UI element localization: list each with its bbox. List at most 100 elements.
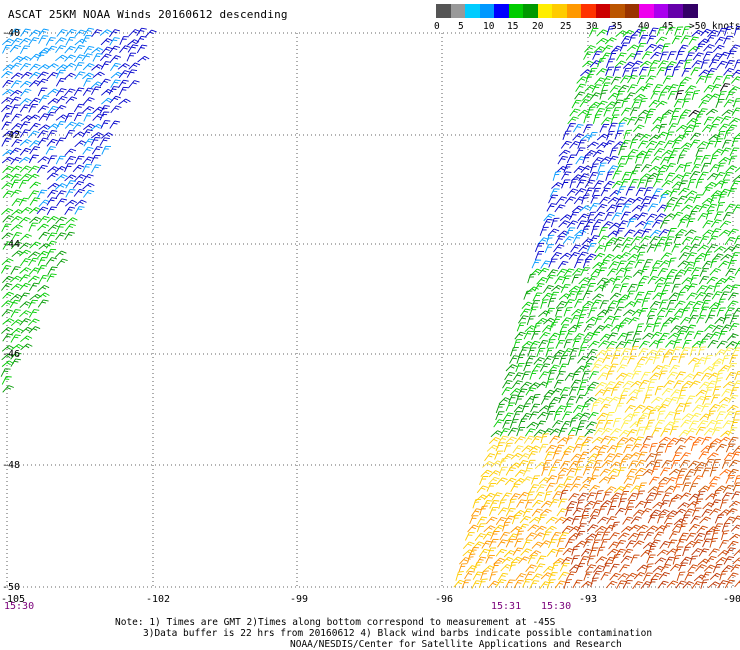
wind-barb — [19, 282, 31, 291]
wind-barb — [564, 330, 575, 340]
wind-barb — [589, 235, 600, 244]
wind-barb — [480, 570, 489, 581]
wind-barb — [603, 347, 614, 356]
wind-barb — [543, 491, 553, 501]
wind-barb — [673, 98, 684, 108]
wind-barb — [710, 219, 722, 228]
wind-barb — [646, 315, 655, 325]
wind-barb — [676, 195, 688, 204]
wind-barb — [700, 93, 714, 101]
wind-barb — [629, 452, 641, 460]
wind-barb — [727, 572, 739, 581]
wind-barb — [563, 476, 574, 485]
wind-barb — [566, 188, 579, 197]
wind-barb — [636, 490, 645, 500]
wind-barb — [627, 74, 638, 84]
wind-barb — [722, 74, 733, 84]
wind-barb — [681, 236, 693, 245]
wind-barb — [661, 397, 673, 406]
wind-barb — [687, 45, 700, 53]
wind-barb — [689, 380, 701, 388]
wind-barb — [663, 421, 676, 429]
wind-barb — [705, 314, 716, 324]
wind-barb — [110, 62, 121, 72]
wind-barb — [596, 277, 609, 286]
wind-barb — [574, 91, 586, 100]
wind-barb — [538, 443, 549, 453]
wind-barb — [690, 236, 702, 245]
wind-barb — [706, 419, 718, 428]
wind-barb — [632, 475, 643, 485]
wind-barb — [709, 268, 722, 276]
lat-label: -50 — [2, 582, 20, 593]
wind-barb — [655, 348, 666, 357]
wind-barb — [687, 357, 700, 365]
wind-barb — [610, 428, 622, 436]
wind-barb — [671, 346, 682, 356]
wind-barb — [692, 371, 704, 380]
wind-barb — [652, 292, 664, 300]
wind-barb — [518, 418, 528, 428]
wind-barb — [589, 92, 602, 100]
wind-barb — [83, 138, 95, 147]
wind-barb — [679, 459, 691, 468]
wind-barb — [637, 482, 647, 492]
wind-barb — [2, 89, 15, 96]
wind-barb — [681, 130, 692, 140]
wind-barb — [63, 72, 76, 80]
wind-barb — [639, 202, 650, 212]
wind-barb — [19, 318, 31, 326]
wind-barb — [577, 213, 590, 222]
wind-barb — [702, 292, 714, 302]
wind-barb — [638, 66, 649, 76]
wind-barb — [679, 76, 692, 84]
wind-barb — [538, 405, 551, 412]
wind-barb — [585, 533, 598, 541]
wind-barb — [722, 484, 734, 494]
wind-barb — [590, 577, 599, 588]
wind-barb — [511, 380, 523, 389]
wind-barb — [637, 140, 649, 149]
wind-barb — [524, 571, 535, 580]
wind-barb — [629, 346, 639, 356]
wind-barb — [714, 138, 724, 148]
wind-barb — [639, 27, 648, 37]
wind-barb — [521, 340, 534, 348]
wind-barb — [145, 29, 157, 38]
wind-barb — [624, 437, 637, 444]
wind-barb — [588, 171, 599, 181]
wind-barb — [691, 29, 704, 37]
wind-barb — [629, 107, 640, 116]
wind-barb — [597, 506, 607, 516]
wind-barb — [604, 381, 616, 389]
wind-barb — [118, 70, 130, 79]
wind-barb — [653, 531, 665, 540]
wind-barb — [584, 179, 596, 188]
wind-barb — [707, 372, 720, 380]
wind-barb — [600, 435, 612, 444]
wind-barb — [678, 523, 688, 533]
colorbar-segment — [436, 4, 451, 18]
wind-barb — [9, 299, 21, 309]
wind-barb — [701, 403, 711, 413]
wind-barb — [567, 427, 579, 436]
wind-barb — [705, 108, 719, 116]
wind-barb — [559, 387, 571, 396]
wind-barb — [56, 198, 68, 207]
wind-barb — [617, 498, 627, 508]
wind-barb — [81, 53, 93, 62]
wind-barb — [561, 171, 572, 180]
colorbar-segment — [494, 4, 509, 18]
wind-barb — [620, 388, 631, 397]
wind-barb — [554, 580, 566, 589]
wind-barb — [65, 188, 76, 198]
wind-barb — [578, 483, 591, 492]
wind-barb — [539, 331, 551, 340]
lon-label: -96 — [435, 594, 453, 605]
wind-barb — [587, 275, 598, 285]
wind-barb — [64, 112, 75, 122]
wind-barb — [556, 474, 565, 485]
wind-barb — [723, 275, 736, 284]
wind-barb — [607, 506, 617, 516]
wind-barb — [537, 267, 550, 276]
